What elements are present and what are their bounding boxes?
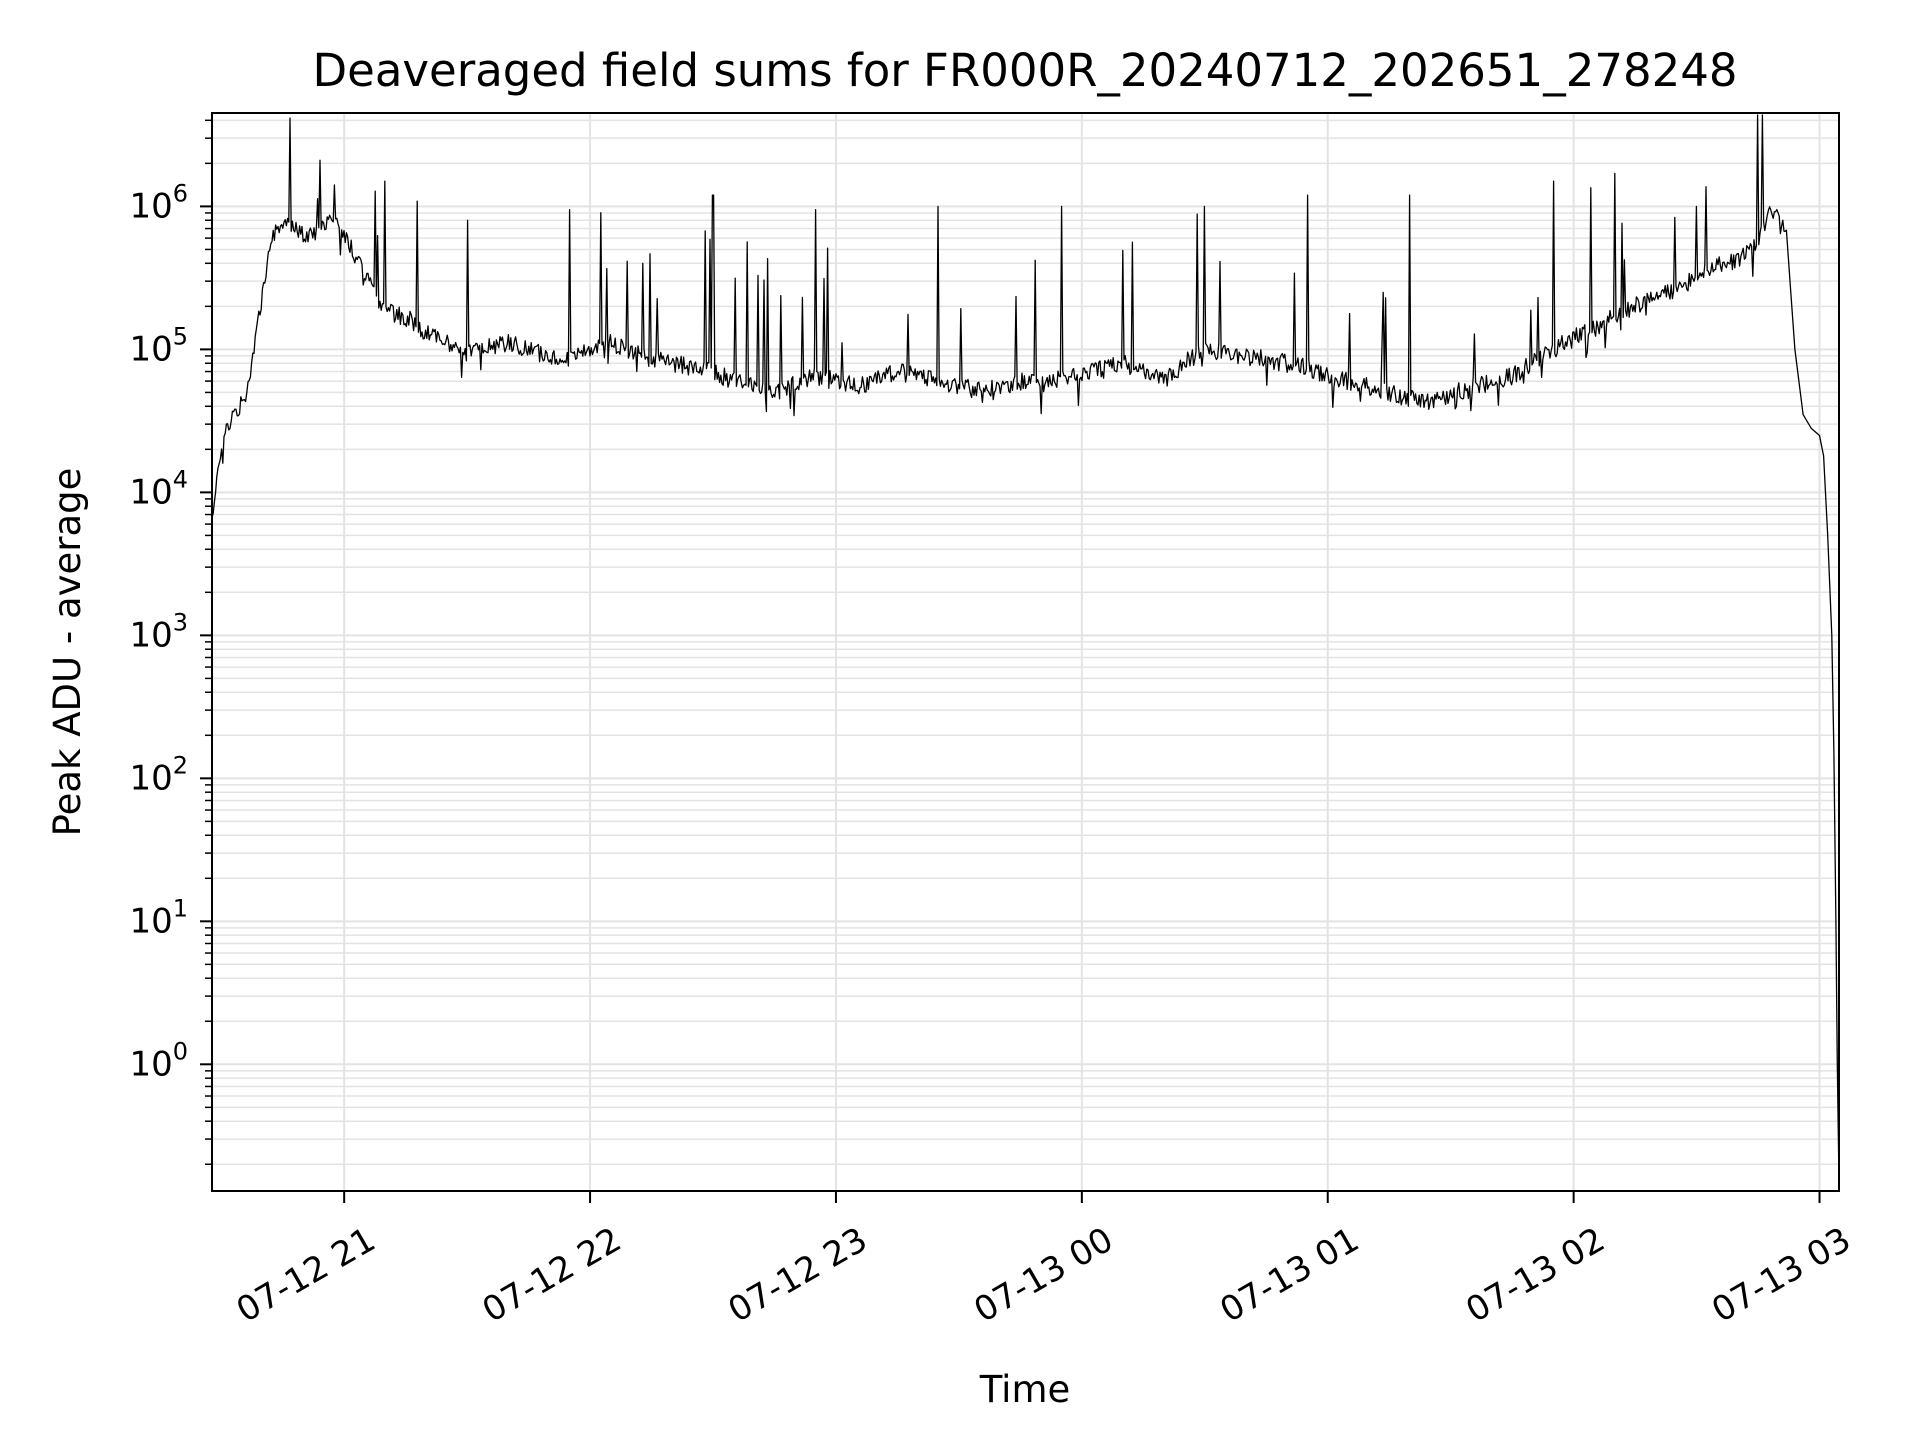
x-tick-label: 07-13 01 (1213, 1220, 1365, 1331)
x-tick-label: 07-13 00 (968, 1220, 1120, 1331)
x-tick-label: 07-12 23 (722, 1220, 874, 1331)
y-axis-label: Peak ADU - average (46, 468, 89, 837)
x-tick-label: 07-13 02 (1459, 1220, 1611, 1331)
grid-lines (212, 113, 1839, 1191)
y-tick-label: 106 (129, 179, 188, 226)
x-tick-label: 07-12 21 (230, 1220, 382, 1331)
x-tick-label: 07-12 22 (476, 1220, 628, 1331)
x-tick-label: 07-13 03 (1705, 1220, 1857, 1331)
y-tick-label: 105 (129, 322, 188, 369)
plot-frame (211, 112, 1840, 1192)
y-tick-label: 101 (129, 894, 188, 941)
y-tick-label: 104 (129, 465, 188, 512)
y-tick-label: 102 (129, 751, 188, 798)
y-axis: 100 101 102 103 104 105 106 (129, 119, 212, 1165)
chart-title: Deaveraged field sums for FR000R_2024071… (313, 44, 1738, 97)
x-axis-label: Time (979, 1368, 1071, 1411)
data-series-line (211, 114, 1840, 1183)
y-tick-label: 103 (129, 608, 188, 655)
series-layer (211, 114, 1840, 1183)
x-axis: 07-12 21 07-12 22 07-12 23 07-13 00 07-13 01… (230, 1191, 1858, 1331)
y-tick-label: 100 (129, 1037, 188, 1084)
